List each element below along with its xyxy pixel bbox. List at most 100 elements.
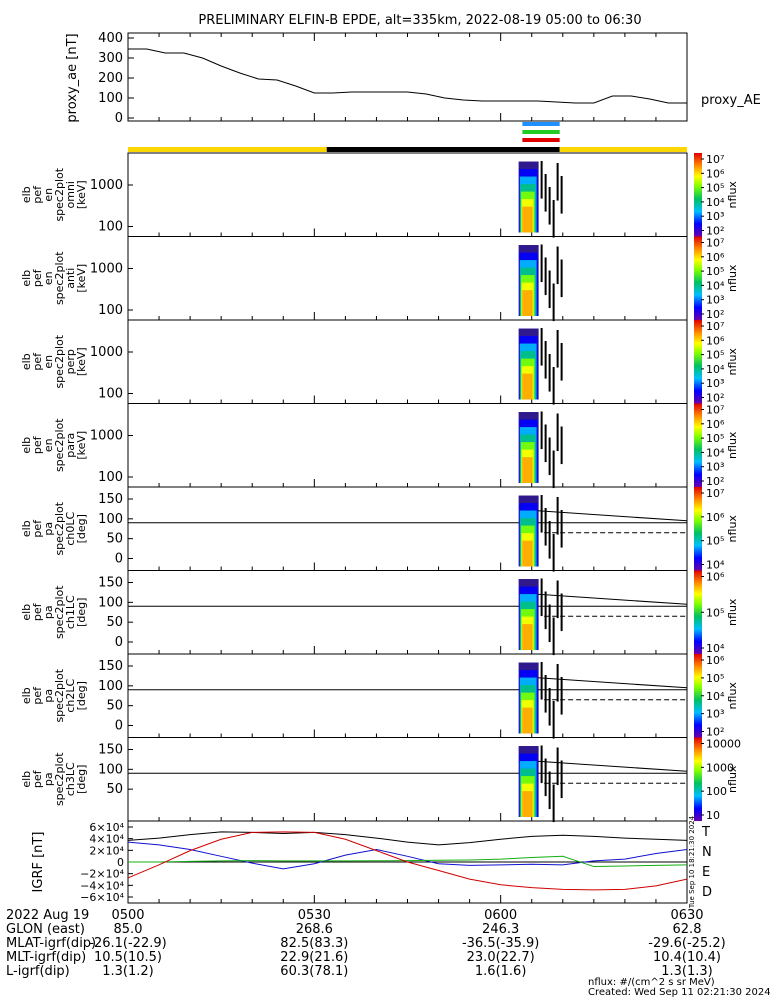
- ae-ylabel: proxy_ae [nT]: [65, 33, 80, 122]
- spec-noise-strip: [552, 534, 555, 572]
- igrf-ytick-label: 0: [117, 856, 124, 869]
- spec-ylabel-line: [deg]: [75, 514, 88, 543]
- spec-ytick-label: 0: [115, 719, 123, 734]
- footer-row-value: 82.5(83.3): [280, 936, 349, 951]
- spec-ylabel-line: spec2plot: [53, 501, 66, 555]
- spec-ylabel-line: elb: [20, 186, 33, 203]
- spec-noise-strip: [540, 578, 543, 617]
- ae-ytick-label: 100: [98, 91, 123, 106]
- spec-data-strip: [522, 290, 533, 316]
- footer-row-value: 0600: [484, 908, 518, 923]
- spec-noise-strip: [548, 270, 551, 309]
- spec-ylabel-line: [keV]: [75, 264, 88, 293]
- spec-ytick-label: 100: [98, 470, 123, 485]
- spec-ytick-label: 100: [98, 762, 123, 777]
- spec-ylabel-line: spec2plot: [53, 418, 66, 472]
- spec-noise-strip: [544, 341, 547, 379]
- cbar-label: 10⁶: [706, 511, 725, 524]
- cbar-label: 10⁴: [706, 690, 725, 703]
- spec-panel-frame: [127, 486, 688, 571]
- spec-noise-strip: [548, 688, 551, 726]
- spec-noise-strip: [544, 508, 547, 546]
- cbar-label: 10³: [706, 461, 724, 474]
- cbar-label: 10³: [706, 294, 724, 307]
- spec-ylabel-line: omni: [64, 181, 77, 208]
- footer-row-value: 1.3(1.3): [661, 964, 713, 979]
- spec-noise-strip: [560, 760, 563, 799]
- footer-row-value: 85.0: [113, 922, 143, 937]
- cbar-label: 10⁵: [706, 349, 724, 362]
- spec-noise-strip: [548, 187, 551, 225]
- ae-legend: proxy_AE: [701, 93, 761, 108]
- footer-row-value: 23.0(22.7): [466, 950, 535, 965]
- spec-ylabel-line: en: [42, 355, 55, 369]
- colorbar: [694, 236, 702, 320]
- cbar-label: 10³: [706, 210, 724, 223]
- footer-row-value: 10.5(10.5): [93, 950, 163, 965]
- cbar-label: 10²: [706, 308, 724, 321]
- spec-noise-strip: [548, 354, 551, 392]
- spec-ylabel-line: ch3LC: [64, 762, 77, 796]
- spec-ylabel-line: [deg]: [75, 598, 88, 627]
- footer-row-value: 60.3(78.1): [280, 964, 349, 979]
- cbar-label: 10⁷: [706, 237, 724, 250]
- footer-row-value: -36.5(-35.9): [461, 936, 540, 951]
- spec-noise-strip: [540, 328, 543, 366]
- spec-ylabel-line: ch2LC: [64, 679, 77, 713]
- spec-ylabel-line: [keV]: [75, 180, 88, 209]
- footer-row-label: L-igrf(dip): [6, 964, 70, 979]
- cbar-label: 10⁵: [706, 535, 724, 548]
- cbar-label: 10²: [706, 726, 724, 739]
- spec-ylabel-line: para: [64, 433, 77, 458]
- cbar-label: 10: [706, 809, 720, 822]
- spec-ylabel-line: elb: [20, 604, 33, 621]
- spec-data-strip: [522, 373, 533, 400]
- spec-ylabel-line: [deg]: [75, 681, 88, 710]
- spec-ytick-label: 100: [98, 220, 123, 235]
- igrf-line-N: [127, 841, 688, 870]
- spec-ylabel-line: spec2plot: [53, 752, 66, 806]
- igrf-legend-T: T: [701, 825, 710, 840]
- spec-noise-strip: [552, 450, 555, 489]
- spec-ytick-label: 50: [106, 782, 123, 797]
- spec-ytick-label: 50: [106, 699, 123, 714]
- spec-noise-strip: [548, 771, 551, 810]
- igrf-ytick-label: −4×10⁴: [80, 879, 124, 892]
- cbar-label: 10⁶: [706, 167, 725, 180]
- cbar-label: 10⁴: [706, 196, 725, 209]
- spec-ylabel-line: spec2plot: [53, 585, 66, 639]
- spec-ytick-label: 100: [98, 387, 123, 402]
- ae-line: [128, 48, 687, 104]
- spec-noise-strip: [552, 784, 555, 823]
- cbar-label: 10²: [706, 392, 724, 405]
- vertical-timestamp: Tue Sep 10 18:21:30 2024: [688, 815, 696, 909]
- footer-row-label: MLAT-igrf(dip): [6, 936, 97, 951]
- spec-ytick-label: 150: [98, 576, 123, 591]
- igrf-line-D: [127, 831, 688, 891]
- spec-ylabel-line: elb: [20, 520, 33, 537]
- cbar-label: 10⁶: [706, 654, 725, 667]
- footer-row-value: 62.8: [672, 922, 702, 937]
- footer-row-value: 22.9(21.6): [280, 950, 349, 965]
- spec-ylabel-line: pa: [42, 522, 55, 536]
- spec-ytick-label: 50: [106, 532, 123, 547]
- spec-ytick-label: 150: [98, 659, 123, 674]
- spec-noise-strip: [556, 246, 559, 285]
- colorbar: [694, 403, 702, 487]
- zone-bar-red: [522, 138, 560, 142]
- spec-ytick-label: 1000: [90, 262, 123, 277]
- colorbar: [694, 487, 702, 571]
- spec-ytick-label: 100: [98, 303, 123, 318]
- colorbar: [694, 737, 702, 821]
- nflux-units: nflux: #/(cm^2 s sr MeV): [588, 977, 715, 988]
- spec-ylabel-line: elb: [20, 270, 33, 287]
- spec-noise-strip: [552, 283, 555, 322]
- igrf-ylabel: IGRF [nT]: [31, 832, 46, 893]
- spec-data-strip: [522, 540, 533, 567]
- spec-data-strip: [522, 707, 533, 734]
- cbar-label: 10⁶: [706, 571, 725, 584]
- footer-row-value: 0530: [297, 908, 331, 923]
- spec-panel-frame: [127, 653, 688, 738]
- footer-row-value: 246.3: [482, 922, 520, 937]
- spec-noise-strip: [560, 426, 563, 465]
